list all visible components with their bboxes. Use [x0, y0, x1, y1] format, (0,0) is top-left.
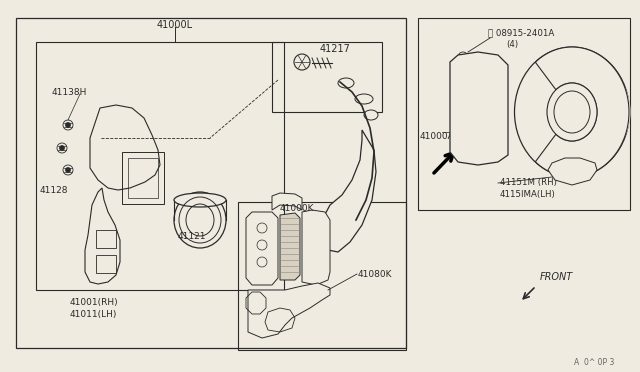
Ellipse shape	[174, 192, 226, 248]
Bar	[272, 42, 382, 112]
Text: 41217: 41217	[319, 44, 351, 54]
Polygon shape	[272, 193, 302, 210]
Circle shape	[65, 167, 70, 173]
Polygon shape	[280, 213, 300, 280]
Ellipse shape	[364, 110, 378, 120]
Bar	[96, 255, 116, 273]
Circle shape	[60, 145, 65, 151]
Polygon shape	[320, 130, 376, 252]
Ellipse shape	[174, 193, 226, 207]
Polygon shape	[536, 47, 629, 177]
Bar	[482, 76, 500, 101]
Text: 41011(LH): 41011(LH)	[70, 310, 117, 319]
Text: 41000L: 41000L	[157, 20, 193, 30]
Polygon shape	[246, 212, 278, 285]
Bar	[16, 18, 406, 348]
Ellipse shape	[554, 91, 590, 133]
Text: ⓥ 08915-2401A: ⓥ 08915-2401A	[488, 28, 554, 37]
Bar	[122, 152, 164, 204]
Bar	[418, 18, 630, 210]
Bar	[460, 76, 478, 101]
Text: 41080K: 41080K	[358, 270, 392, 279]
Text: 4115IMA(LH): 4115IMA(LH)	[500, 190, 556, 199]
Polygon shape	[450, 52, 508, 165]
Circle shape	[65, 122, 70, 128]
Text: A  0^ 0P 3: A 0^ 0P 3	[574, 358, 614, 367]
Bar	[96, 230, 116, 248]
Ellipse shape	[355, 94, 373, 104]
Polygon shape	[248, 283, 330, 338]
Text: FRONT: FRONT	[540, 272, 573, 282]
Text: 41151M (RH): 41151M (RH)	[500, 178, 557, 187]
Bar	[128, 158, 158, 198]
Text: (4): (4)	[506, 40, 518, 49]
Bar	[456, 70, 502, 152]
Ellipse shape	[545, 62, 630, 162]
Text: 41001(RH): 41001(RH)	[70, 298, 118, 307]
Bar	[460, 108, 496, 146]
Text: 41128: 41128	[40, 186, 68, 195]
Ellipse shape	[338, 78, 354, 88]
Polygon shape	[302, 210, 330, 285]
Text: 41000K: 41000K	[280, 204, 314, 213]
Text: 41121: 41121	[178, 232, 207, 241]
Text: 41000A: 41000A	[420, 132, 455, 141]
Ellipse shape	[547, 83, 597, 141]
Bar	[36, 42, 284, 290]
Text: 41138H: 41138H	[52, 88, 88, 97]
Bar	[238, 202, 406, 350]
Ellipse shape	[515, 47, 630, 177]
Polygon shape	[548, 158, 597, 185]
